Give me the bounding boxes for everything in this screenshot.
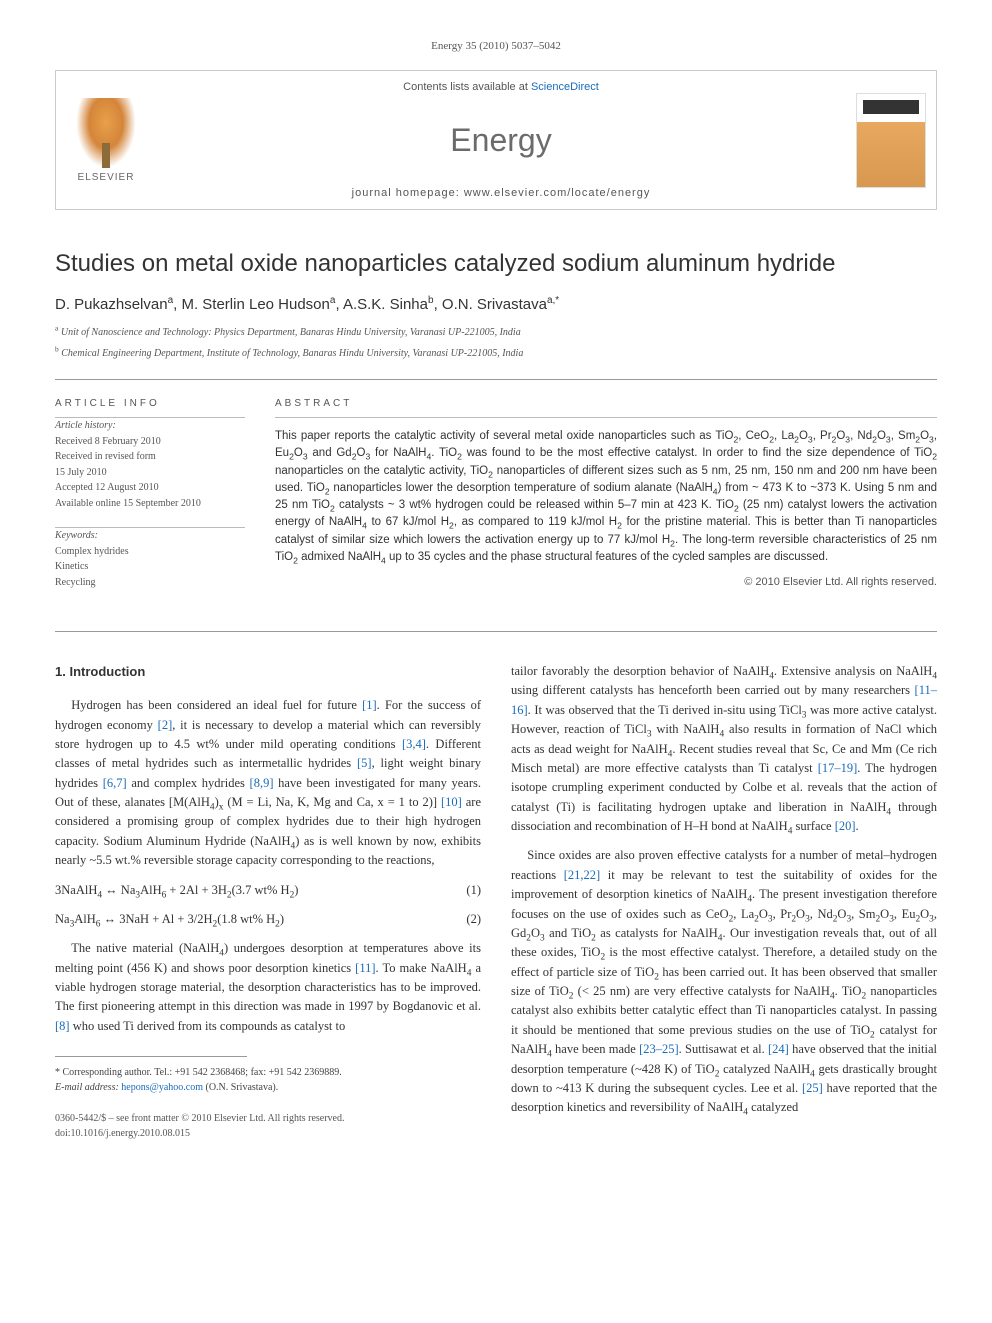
history-line: Available online 15 September 2010 (55, 496, 245, 512)
equation-1: 3NaAlH4 ↔ Na3AlH6 + 2Al + 3H2(3.7 wt% H2… (55, 881, 481, 900)
keyword: Recycling (55, 575, 245, 591)
corresponding-author-note: * Corresponding author. Tel.: +91 542 23… (55, 1065, 481, 1080)
right-column: tailor favorably the desorption behavior… (511, 662, 937, 1141)
history-line: Accepted 12 August 2010 (55, 480, 245, 496)
email-line: E-mail address: hepons@yahoo.com (O.N. S… (55, 1080, 481, 1095)
info-abstract-row: ARTICLE INFO Article history: Received 8… (55, 398, 937, 606)
equation-expr: 3NaAlH4 ↔ Na3AlH6 + 2Al + 3H2(3.7 wt% H2… (55, 881, 298, 900)
keyword: Complex hydrides (55, 544, 245, 560)
journal-reference: Energy 35 (2010) 5037–5042 (55, 40, 937, 52)
journal-name: Energy (450, 122, 551, 159)
affiliation-a: a Unit of Nanoscience and Technology: Ph… (55, 325, 937, 340)
body-columns: 1. Introduction Hydrogen has been consid… (55, 662, 937, 1141)
section-rule (55, 379, 937, 380)
affiliation-label: a (55, 324, 58, 333)
email-name: (O.N. Srivastava). (203, 1082, 278, 1093)
sciencedirect-link[interactable]: ScienceDirect (531, 81, 599, 93)
body-paragraph: tailor favorably the desorption behavior… (511, 662, 937, 836)
article-history-block: Article history: Received 8 February 201… (55, 418, 245, 511)
issn-line: 0360-5442/$ – see front matter © 2010 El… (55, 1111, 481, 1126)
equation-2: Na3AlH6 ↔ 3NaH + Al + 3/2H2(1.8 wt% H2) … (55, 910, 481, 929)
email-label: E-mail address: (55, 1082, 121, 1093)
section-rule (55, 631, 937, 632)
header-center: Contents lists available at ScienceDirec… (156, 71, 846, 209)
history-line: Received 8 February 2010 (55, 434, 245, 450)
homepage-url[interactable]: www.elsevier.com/locate/energy (464, 187, 651, 199)
elsevier-logo[interactable]: ELSEVIER (56, 71, 156, 209)
equation-expr: Na3AlH6 ↔ 3NaH + Al + 3/2H2(1.8 wt% H2) (55, 910, 284, 929)
publisher-label: ELSEVIER (78, 172, 135, 183)
article-title: Studies on metal oxide nanoparticles cat… (55, 250, 937, 278)
journal-homepage-line: journal homepage: www.elsevier.com/locat… (352, 187, 651, 199)
abstract-heading: ABSTRACT (275, 398, 937, 409)
contents-prefix: Contents lists available at (403, 81, 531, 93)
section-heading: 1. Introduction (55, 662, 481, 682)
left-column: 1. Introduction Hydrogen has been consid… (55, 662, 481, 1141)
history-line: Received in revised form (55, 449, 245, 465)
journal-cover-thumbnail[interactable] (846, 71, 936, 209)
equation-number: (1) (466, 881, 481, 900)
history-line: 15 July 2010 (55, 465, 245, 481)
body-paragraph: The native material (NaAlH4) undergoes d… (55, 939, 481, 1036)
abstract-copyright: © 2010 Elsevier Ltd. All rights reserved… (275, 576, 937, 588)
article-info-column: ARTICLE INFO Article history: Received 8… (55, 398, 245, 606)
article-info-heading: ARTICLE INFO (55, 398, 245, 409)
cover-image-icon (856, 93, 926, 188)
journal-header-box: ELSEVIER Contents lists available at Sci… (55, 70, 937, 210)
keywords-block: Keywords: Complex hydrides Kinetics Recy… (55, 528, 245, 590)
authors-line: D. Pukazhselvana, M. Sterlin Leo Hudsona… (55, 296, 937, 313)
equation-number: (2) (466, 910, 481, 929)
footnotes-block: * Corresponding author. Tel.: +91 542 23… (55, 1065, 481, 1095)
affiliation-label: b (55, 345, 59, 354)
doi-line: doi:10.1016/j.energy.2010.08.015 (55, 1126, 481, 1141)
body-paragraph: Since oxides are also proven effective c… (511, 846, 937, 1117)
keywords-label: Keywords: (55, 528, 245, 544)
affiliations-block: a Unit of Nanoscience and Technology: Ph… (55, 325, 937, 361)
affiliation-b: b Chemical Engineering Department, Insti… (55, 346, 937, 361)
footnote-separator (55, 1056, 247, 1057)
affiliation-text: Chemical Engineering Department, Institu… (61, 348, 523, 359)
keyword: Kinetics (55, 559, 245, 575)
homepage-prefix: journal homepage: (352, 187, 464, 199)
abstract-text: This paper reports the catalytic activit… (275, 428, 937, 566)
elsevier-tree-icon (76, 98, 136, 168)
abstract-rule (275, 417, 937, 418)
copyright-footer: 0360-5442/$ – see front matter © 2010 El… (55, 1111, 481, 1141)
abstract-column: ABSTRACT This paper reports the catalyti… (275, 398, 937, 606)
body-paragraph: Hydrogen has been considered an ideal fu… (55, 696, 481, 870)
contents-available-line: Contents lists available at ScienceDirec… (403, 81, 599, 93)
affiliation-text: Unit of Nanoscience and Technology: Phys… (61, 327, 521, 338)
history-label: Article history: (55, 418, 245, 434)
email-link[interactable]: hepons@yahoo.com (121, 1082, 203, 1093)
